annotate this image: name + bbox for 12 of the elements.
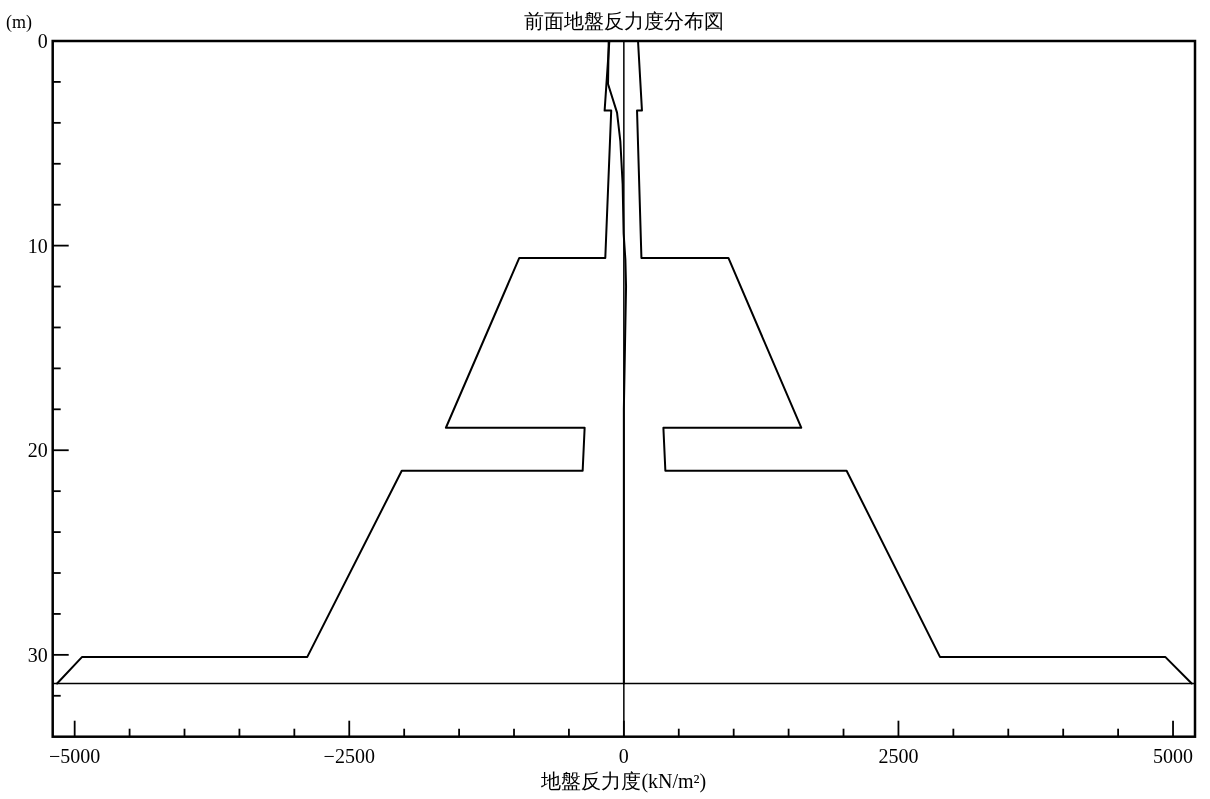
y-tick-label: 10 [27, 234, 48, 257]
y-tick-label: 0 [37, 30, 48, 52]
chart-title: 前面地盤反力度分布図 [523, 10, 724, 32]
x-tick-label: −5000 [49, 744, 101, 767]
x-tick-label: 2500 [878, 744, 919, 767]
y-axis-title: (m) [6, 12, 32, 33]
y-tick-label: 30 [27, 643, 48, 666]
x-tick-label: 5000 [1153, 744, 1194, 767]
x-tick-label: 0 [618, 744, 629, 767]
x-tick-label: −2500 [323, 744, 375, 767]
y-tick-label: 20 [27, 439, 48, 462]
x-axis-title: 地盤反力度(kN/m²) [540, 770, 707, 793]
